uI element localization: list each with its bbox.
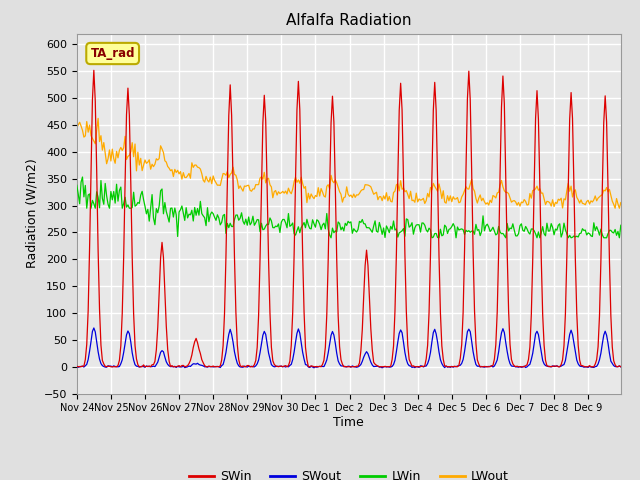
Y-axis label: Radiation (W/m2): Radiation (W/m2) [25,159,38,268]
Legend: SWin, SWout, LWin, LWout: SWin, SWout, LWin, LWout [184,465,514,480]
Text: TA_rad: TA_rad [90,47,135,60]
X-axis label: Time: Time [333,416,364,429]
Title: Alfalfa Radiation: Alfalfa Radiation [286,13,412,28]
